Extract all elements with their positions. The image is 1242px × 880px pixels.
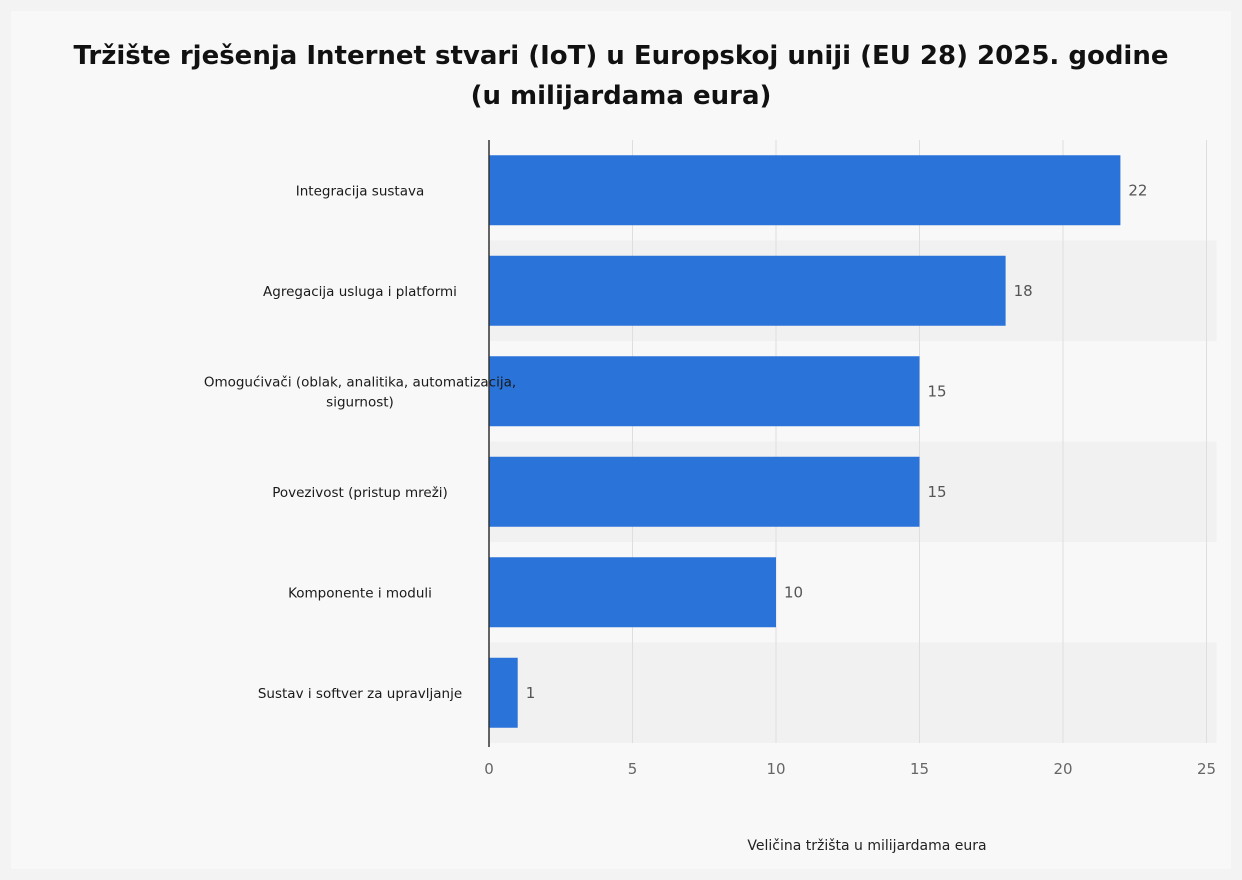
bar [489,657,518,728]
bar [489,155,1121,226]
bar-value-label: 15 [928,483,947,501]
row-band [489,642,1217,743]
bar [489,456,920,527]
x-axis-label: Veličina tržišta u milijardama eura [0,838,1242,854]
x-tick-label: 25 [1197,760,1216,778]
bar-value-label: 15 [928,382,947,400]
x-tick-label: 10 [766,760,785,778]
category-label: Sustav i softver za upravljanje [258,686,462,702]
bar [489,356,920,427]
bar [489,255,1006,326]
bar-value-label: 18 [1014,282,1033,300]
x-tick-label: 0 [484,760,494,778]
x-tick-label: 15 [910,760,929,778]
category-label: Agregacija usluga i platformi [263,284,457,300]
category-label: Komponente i moduli [288,585,432,601]
bar-value-label: 22 [1128,181,1147,199]
x-axis-label-text: Veličina tržišta u milijardama eura [747,838,987,854]
chart-title-line-1: Tržište rješenja Internet stvari (IoT) u… [73,41,1169,71]
category-label: Omogućivači (oblak, analitika, automatiz… [204,374,516,390]
category-label: Povezivost (pristup mreži) [272,485,448,501]
bar-value-label: 10 [784,583,803,601]
x-tick-label: 20 [1053,760,1072,778]
category-label: Integracija sustava [296,183,424,199]
category-label: sigurnost) [326,394,394,410]
bar [489,557,776,628]
bar-value-label: 1 [526,684,536,702]
chart-title: Tržište rješenja Internet stvari (IoT) u… [0,36,1242,116]
chart-title-line-2: (u milijardama eura) [470,81,772,111]
x-tick-label: 5 [628,760,638,778]
